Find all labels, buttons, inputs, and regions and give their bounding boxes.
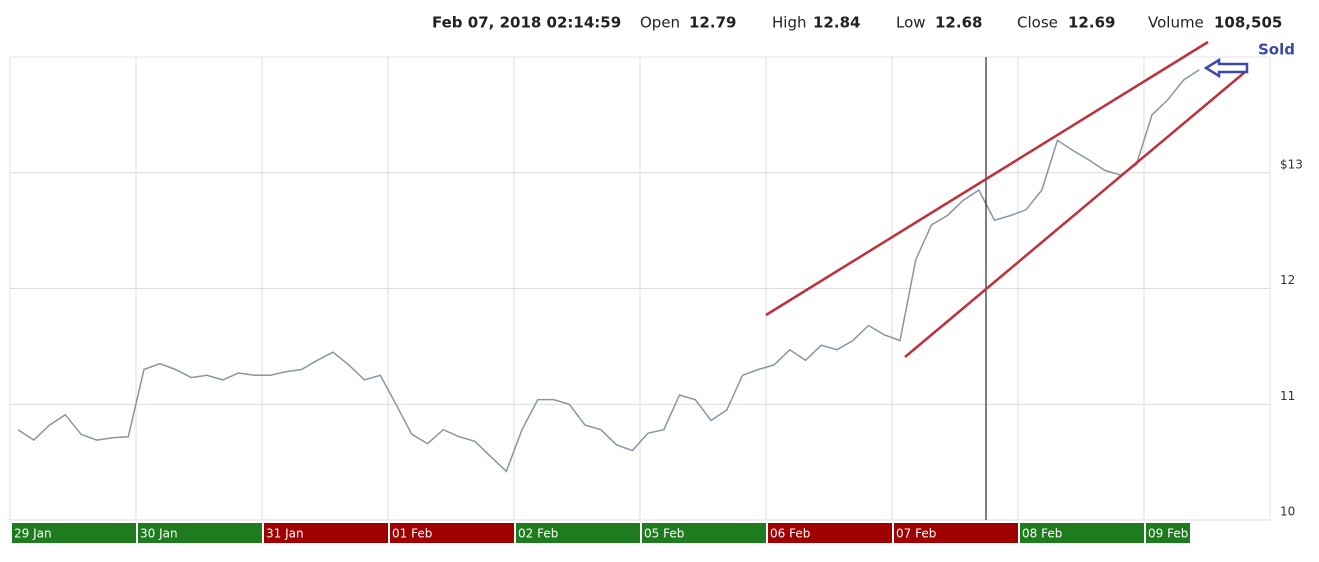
field-value: 12.69 [1068, 14, 1115, 32]
day-band [264, 523, 388, 543]
price-line [17, 69, 1200, 473]
y-tick-label: $13 [1280, 157, 1303, 171]
x-tick-label: 08 Feb [1022, 527, 1062, 541]
y-tick-label: 11 [1280, 389, 1295, 403]
day-band [12, 523, 136, 543]
x-tick-label: 05 Feb [644, 527, 684, 541]
field-label: Close [1017, 14, 1058, 32]
x-tick-label: 30 Jan [140, 527, 178, 541]
field-value: 108,505 [1214, 14, 1282, 32]
arrow [1203, 57, 1249, 79]
y-tick-label: 10 [1280, 505, 1295, 519]
day-band [138, 523, 262, 543]
sold-label: Sold [1258, 41, 1295, 59]
y-tick-label: 12 [1280, 273, 1295, 287]
field-value: 12.79 [689, 14, 736, 32]
field-label: Low [896, 14, 926, 32]
day-band [1020, 523, 1144, 543]
day-band [390, 523, 514, 543]
field-label: Open [640, 14, 680, 32]
trend-line-lower [904, 71, 1246, 358]
trend-line-upper [765, 40, 1209, 317]
field-value: 12.84 [813, 14, 860, 32]
x-tick-label: 02 Feb [518, 527, 558, 541]
datetime: Feb 07, 2018 02:14:59 [432, 14, 621, 32]
day-band [768, 523, 892, 543]
x-tick-label: 31 Jan [266, 527, 304, 541]
field-label: Volume [1148, 14, 1204, 32]
day-band [894, 523, 1018, 543]
x-tick-label: 07 Feb [896, 527, 936, 541]
annotations [765, 40, 1249, 520]
x-tick-label: 29 Jan [14, 527, 52, 541]
field-value: 12.68 [935, 14, 982, 32]
day-band [642, 523, 766, 543]
field-label: High [772, 14, 806, 32]
day-band [1146, 523, 1190, 543]
day-band [516, 523, 640, 543]
x-tick-label: 06 Feb [770, 527, 810, 541]
x-tick-label: 01 Feb [392, 527, 432, 541]
x-tick-label: 09 Feb [1148, 527, 1188, 541]
